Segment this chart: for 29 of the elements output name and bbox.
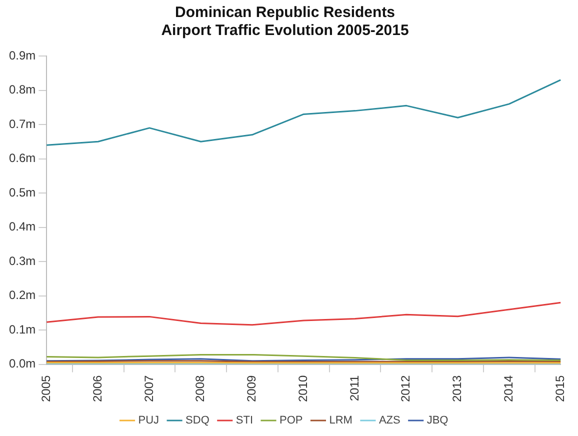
y-tick-label: 0.0m bbox=[8, 356, 36, 371]
y-tick-label: 0.1m bbox=[8, 322, 36, 336]
x-tick-label: 2011 bbox=[347, 374, 362, 402]
legend-label: STI bbox=[236, 414, 254, 427]
y-tick-label: 0.6m bbox=[8, 151, 36, 166]
x-tick-label: 2013 bbox=[450, 374, 464, 402]
chart-title: Dominican Republic Residents Airport Traffic Evolution 2005-2015 bbox=[161, 4, 409, 40]
y-tick-label: 0.8m bbox=[8, 82, 36, 97]
x-tick-label: 2006 bbox=[90, 374, 104, 402]
x-tick-label: 2012 bbox=[398, 374, 413, 402]
x-tick-label: 2008 bbox=[193, 374, 208, 402]
legend-label: PUJ bbox=[138, 414, 160, 427]
legend-label: AZS bbox=[378, 414, 400, 427]
y-tick-label: 0.7m bbox=[8, 116, 36, 131]
x-tick-label: 2005 bbox=[38, 374, 53, 402]
y-tick-label: 0.4m bbox=[8, 220, 36, 234]
x-tick-label: 2015 bbox=[552, 374, 567, 402]
y-tick-label: 0.9m bbox=[8, 48, 36, 62]
legend-label: JBQ bbox=[426, 414, 449, 427]
legend-label: LRM bbox=[329, 414, 352, 427]
legend-label: POP bbox=[279, 414, 303, 427]
x-tick-label: 2010 bbox=[296, 374, 310, 402]
x-tick-label: 2007 bbox=[142, 374, 156, 402]
y-tick-label: 0.3m bbox=[8, 254, 36, 268]
y-tick-label: 0.5m bbox=[8, 185, 36, 200]
x-tick-label: 2009 bbox=[244, 374, 259, 402]
x-tick-label: 2014 bbox=[502, 374, 516, 402]
legend-label: SDQ bbox=[186, 414, 210, 427]
y-tick-label: 0.2m bbox=[8, 288, 36, 302]
